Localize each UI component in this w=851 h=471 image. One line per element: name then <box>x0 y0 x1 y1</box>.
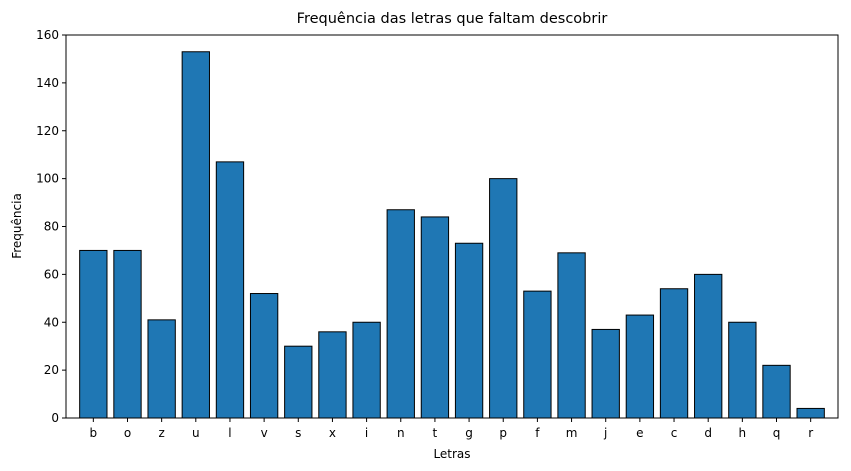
x-tick-label: n <box>397 426 405 440</box>
x-tick-label: x <box>329 426 336 440</box>
bars-group <box>79 51 825 419</box>
y-axis-title: Frequência <box>10 193 24 259</box>
bar-m <box>557 252 586 419</box>
x-tick-label: e <box>636 426 643 440</box>
bar-l <box>215 161 245 419</box>
y-axis: 0 20 40 60 80 100 120 140 160 <box>36 28 66 425</box>
bar-v <box>249 293 279 419</box>
y-tick-label: 100 <box>36 172 59 186</box>
x-tick-label: p <box>499 426 507 440</box>
x-tick-label: u <box>192 426 200 440</box>
x-tick-label: l <box>228 426 231 440</box>
plot-frame <box>65 34 839 419</box>
bar-g <box>454 242 484 419</box>
bar-j <box>591 328 620 419</box>
x-tick-label: q <box>773 426 781 440</box>
bar-c <box>659 288 689 419</box>
y-tick-label: 80 <box>44 220 59 234</box>
x-tick-label: i <box>365 426 368 440</box>
y-tick-label: 160 <box>36 28 59 42</box>
bar-x <box>318 331 347 419</box>
x-tick-label: f <box>535 426 540 440</box>
chart-title: Frequência das letras que faltam descobr… <box>297 11 608 27</box>
x-tick-label: d <box>704 426 712 440</box>
x-tick-label: s <box>295 426 301 440</box>
bar-n <box>386 209 415 419</box>
bar-o <box>113 249 142 419</box>
y-tick-label: 0 <box>51 411 59 425</box>
x-tick-label: z <box>158 426 164 440</box>
y-tick-label: 40 <box>44 315 59 329</box>
bar-h <box>728 321 757 419</box>
bar-e <box>625 314 655 419</box>
x-tick-label: g <box>465 426 473 440</box>
x-tick-label: b <box>90 426 98 440</box>
bar-d <box>694 273 723 419</box>
bar-p <box>489 178 518 419</box>
bar-r <box>796 407 825 419</box>
x-tick-label: m <box>566 426 578 440</box>
x-tick-label: h <box>739 426 747 440</box>
bar-b <box>79 249 108 419</box>
y-tick-label: 140 <box>36 76 59 90</box>
y-tick-label: 120 <box>36 124 59 138</box>
bar-f <box>523 290 552 419</box>
y-tick-label: 20 <box>44 363 59 377</box>
bar-u <box>181 51 210 419</box>
x-tick-label: t <box>433 426 438 440</box>
bar-i <box>352 321 381 419</box>
x-tick-label: j <box>603 426 607 440</box>
x-axis-title: Letras <box>433 447 470 461</box>
y-tick-label: 60 <box>44 267 59 281</box>
bar-z <box>147 319 176 419</box>
x-tick-label: o <box>124 426 131 440</box>
x-tick-label: r <box>808 426 813 440</box>
bar-q <box>762 364 791 419</box>
bar-t <box>420 216 450 419</box>
x-tick-label: c <box>671 426 678 440</box>
bar-s <box>284 345 313 419</box>
x-tick-label: v <box>261 426 268 440</box>
